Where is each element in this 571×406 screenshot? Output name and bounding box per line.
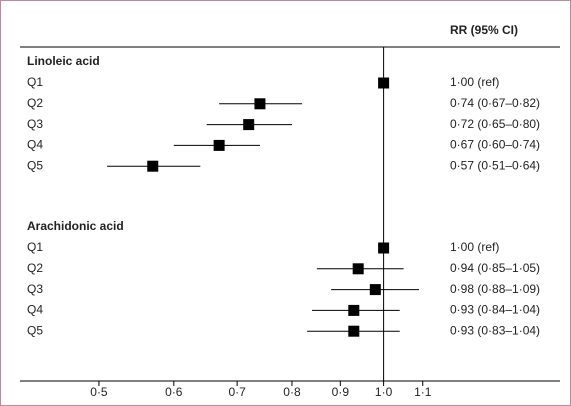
estimate-box — [378, 242, 390, 254]
row-label: Q4 — [27, 303, 43, 317]
value-label: 0·72 (0·65–0·80) — [450, 117, 540, 131]
value-label: 0·57 (0·51–0·64) — [450, 158, 540, 172]
x-tick-label: 0·8 — [283, 385, 301, 399]
x-tick-label: 0·7 — [228, 385, 246, 399]
group-title: Arachidonic acid — [27, 219, 124, 233]
value-label: 0·74 (0·67–0·82) — [450, 96, 540, 110]
x-tick-label: 0·5 — [90, 385, 108, 399]
x-tick-label: 1·0 — [375, 385, 393, 399]
value-label: 0·93 (0·83–1·04) — [450, 323, 540, 337]
value-label: 1·00 (ref) — [450, 75, 499, 89]
row-label: Q3 — [27, 282, 43, 296]
value-label: 0·94 (0·85–1·05) — [450, 261, 540, 275]
row-label: Q2 — [27, 261, 43, 275]
x-tick-label: 1·1 — [414, 385, 432, 399]
row-label: Q3 — [27, 117, 43, 131]
estimate-box — [369, 284, 381, 296]
value-label: 1·00 (ref) — [450, 240, 499, 254]
estimate-box — [243, 119, 255, 131]
value-label: 0·98 (0·88–1·09) — [450, 282, 540, 296]
estimate-box — [147, 160, 159, 172]
estimate-box — [213, 139, 225, 151]
header: RR (95% CI) — [450, 23, 518, 37]
row-label: Q1 — [27, 240, 43, 254]
row-label: Q5 — [27, 323, 43, 337]
estimate-box — [348, 304, 360, 316]
estimate-box — [352, 263, 364, 275]
value-label: 0·67 (0·60–0·74) — [450, 138, 540, 152]
x-tick-label: 0·9 — [332, 385, 350, 399]
row-label: Q1 — [27, 75, 43, 89]
estimate-box — [254, 98, 266, 110]
estimate-box — [348, 325, 360, 337]
estimate-box — [378, 77, 390, 89]
row-label: Q5 — [27, 158, 43, 172]
row-label: Q2 — [27, 96, 43, 110]
x-tick-label: 0·6 — [165, 385, 183, 399]
group-title: Linoleic acid — [27, 54, 100, 68]
row-label: Q4 — [27, 138, 43, 152]
value-label: 0·93 (0·84–1·04) — [450, 303, 540, 317]
